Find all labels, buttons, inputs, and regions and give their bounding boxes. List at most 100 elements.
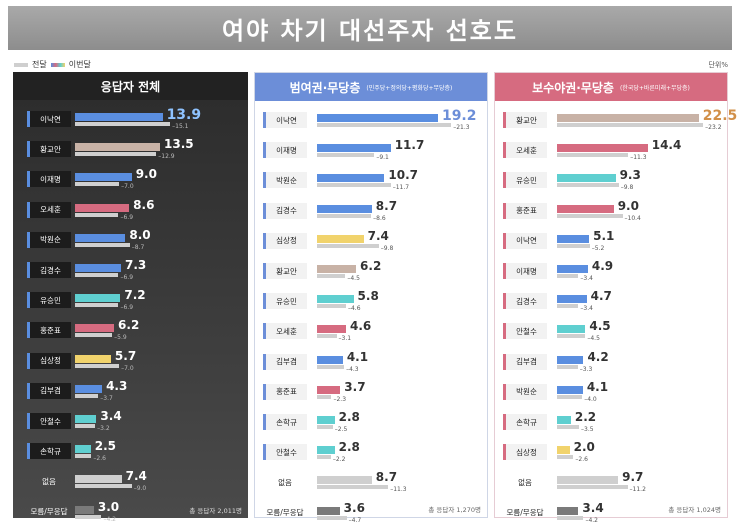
value-label-current: 7.4 [125, 469, 147, 484]
value-label-previous: –4.7 [348, 516, 362, 524]
value-label-current: 2.5 [94, 439, 117, 454]
bar-current [317, 234, 364, 243]
value-label-previous: –4.5 [347, 275, 360, 282]
value-label-current: 2.8 [338, 440, 360, 455]
bar-previous [75, 212, 119, 217]
panel-header: 범여권·무당층 (민주당+정의당+평화당+무당층) [255, 73, 487, 101]
category-label: 손학규 [263, 414, 307, 430]
category-label: 없음 [278, 477, 292, 487]
legend-cur-swatch [50, 62, 65, 67]
bar-row: 김부겸 4.1 –4.3 [255, 348, 487, 378]
category-label: 유승민 [263, 293, 307, 310]
bar-current [317, 355, 343, 364]
bar-row: 홍준표 9.0 –10.4 [495, 197, 727, 227]
bar-previous [317, 123, 452, 127]
value-label-previous: –3.7 [100, 394, 113, 402]
bar-row: 없음 7.4 –9.0 [13, 467, 248, 497]
bar-current [75, 505, 94, 514]
bar-row: 김부겸 4.3 –3.7 [13, 377, 248, 407]
bar-previous [557, 455, 574, 460]
category-label: 유승민 [27, 292, 71, 309]
legend-prev-swatch [14, 62, 28, 67]
bar-row: 이재명 4.9 –3.4 [495, 257, 727, 287]
bar-current [317, 295, 354, 304]
value-label-current: 10.7 [388, 168, 419, 183]
bar-previous [557, 304, 579, 309]
value-label-previous: –11.3 [630, 154, 647, 162]
value-label-current: 8.6 [133, 197, 155, 212]
value-label-current: 4.6 [349, 319, 372, 334]
bar-previous [75, 393, 99, 398]
panel-subtitle: (한국당+바른미래+무당층) [619, 84, 690, 92]
value-label-current: 14.4 [651, 138, 682, 153]
bar-current [557, 204, 614, 213]
category-label: 심상정 [503, 444, 547, 461]
bar-previous [75, 454, 92, 459]
value-label-current: 2.2 [574, 410, 597, 424]
category-label: 김부겸 [503, 353, 547, 370]
bar-row: 이낙연 5.1 –5.2 [495, 227, 727, 257]
bar-current [317, 446, 335, 455]
value-label-current: 5.1 [593, 228, 615, 243]
category-label: 심상정 [263, 232, 307, 249]
category-label: 모름/무응답 [506, 508, 544, 518]
value-label-current: 19.2 [441, 108, 477, 124]
value-label-previous: –3.4 [580, 275, 593, 282]
bar-previous [75, 424, 96, 428]
value-label-current: 11.7 [394, 138, 425, 153]
bar-current [75, 233, 126, 242]
category-label: 김경수 [263, 202, 307, 219]
bar-row: 오세훈 8.6 –6.9 [13, 196, 248, 226]
bar-previous [557, 485, 628, 490]
value-label-current: 5.8 [357, 289, 379, 304]
value-label-current: 3.6 [343, 500, 365, 515]
value-label-previous: –4.6 [347, 305, 361, 313]
bar-row: 이재명 9.0 –7.0 [13, 165, 248, 195]
bar-row: 홍준표 6.2 –5.9 [13, 316, 248, 346]
value-label-previous: –4.3 [346, 365, 359, 373]
bar-previous [317, 455, 331, 460]
bar-row: 모름/무응답 3.4 –4.2 [495, 499, 727, 529]
value-label-current: 9.3 [619, 168, 641, 183]
category-label: 이재명 [27, 171, 71, 188]
bar-current [317, 416, 335, 424]
bar-row: 심상정 2.0 –2.6 [495, 438, 727, 468]
bar-row: 이낙연 13.9 –15.1 [13, 105, 248, 135]
value-label-previous: –4.2 [103, 515, 116, 523]
category-label: 황교안 [263, 263, 307, 279]
bar-row: 유승민 9.3 –9.8 [495, 166, 727, 196]
bar-row: 박원순 4.1 –4.0 [495, 378, 727, 408]
unit-label: 단위% [708, 61, 728, 69]
category-label: 모름/무응답 [30, 507, 68, 517]
bar-row: 없음 8.7 –11.3 [255, 468, 487, 498]
category-label: 홍준표 [27, 322, 71, 339]
panel-all-respondents: 응답자 전체 이낙연 13.9 –15.1 황교안 13.5 –12.9 이재명 9.0 –7.… [13, 72, 248, 523]
bar-previous [317, 243, 379, 248]
value-label-current: 4.5 [589, 319, 611, 334]
value-label-current: 4.1 [346, 349, 369, 364]
value-label-previous: –10.4 [624, 214, 641, 222]
bar-current [557, 265, 588, 273]
category-label: 오세훈 [503, 142, 547, 159]
bar-previous [557, 183, 619, 188]
value-label-current: 3.4 [582, 500, 604, 515]
bar-current [317, 204, 372, 213]
bar-current [317, 144, 391, 153]
page-title: 여야 차기 대선주자 선호도 [8, 6, 732, 50]
bar-current [557, 144, 648, 153]
bar-previous [317, 515, 347, 520]
bar-current [317, 385, 341, 394]
bar-row: 손학규 2.2 –3.5 [495, 408, 727, 438]
bar-row: 김경수 4.7 –3.4 [495, 287, 727, 317]
value-label-previous: –3.3 [579, 365, 593, 373]
value-label-previous: –2.2 [332, 456, 346, 464]
bar-current [317, 174, 385, 183]
value-label-current: 9.0 [617, 198, 639, 213]
bar-previous [317, 334, 337, 339]
panel-title: 보수야권·무당층 [532, 80, 614, 95]
category-label: 오세훈 [263, 323, 307, 340]
bar-previous [75, 273, 119, 277]
bar-current [557, 476, 619, 485]
bar-current [557, 114, 699, 122]
bar-current [317, 325, 346, 334]
